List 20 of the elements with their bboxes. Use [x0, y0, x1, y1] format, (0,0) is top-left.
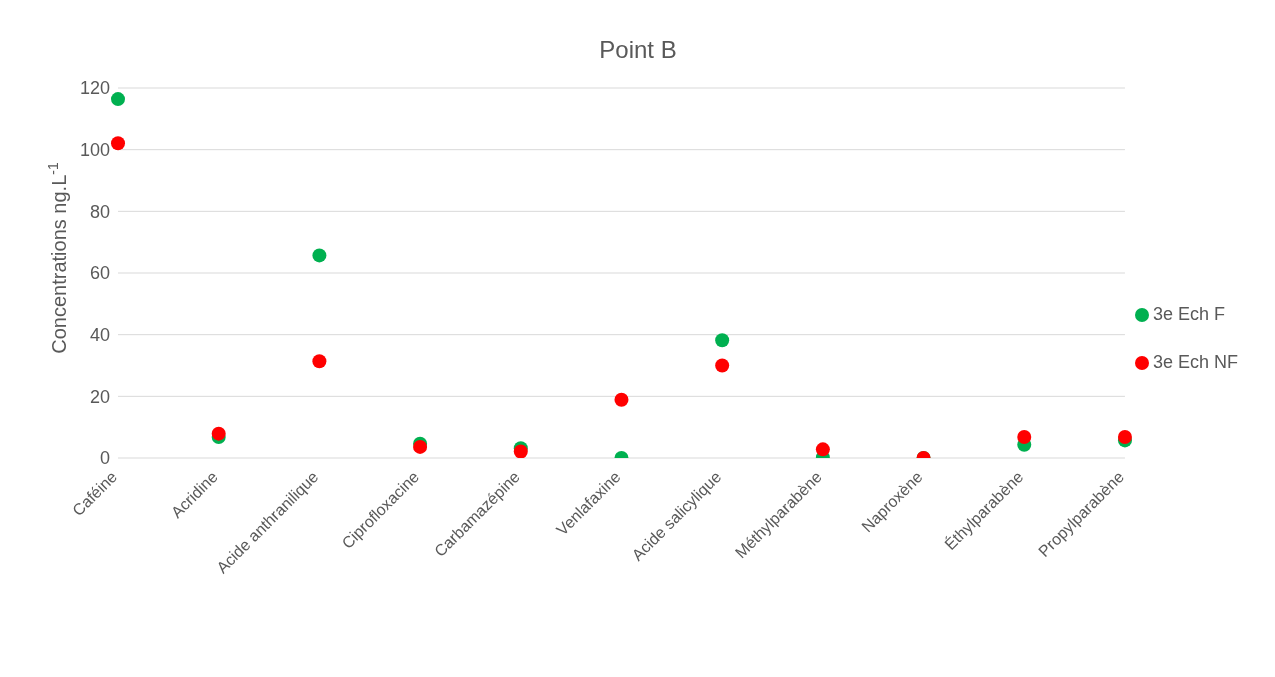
- point: [111, 136, 125, 151]
- y-tick-label: 0: [99, 448, 110, 469]
- legend-label: 3e Ech NF: [1152, 352, 1238, 372]
- point: [815, 442, 830, 457]
- point: [111, 92, 125, 107]
- point: [312, 354, 327, 369]
- y-tick-label: 120: [79, 78, 110, 99]
- y-tick-label: 60: [89, 263, 110, 284]
- legend-label: 3e Ech F: [1152, 304, 1225, 324]
- point: [1017, 430, 1032, 445]
- point: [715, 333, 730, 348]
- chart-title: Point B: [598, 36, 678, 64]
- y-tick-label: 80: [89, 201, 110, 222]
- point: [715, 358, 730, 373]
- point: [312, 248, 327, 263]
- point: [614, 392, 629, 407]
- y-tick-label: 100: [79, 140, 110, 161]
- point: [211, 426, 226, 441]
- y-tick-label: 40: [89, 325, 110, 346]
- y-tick-label: 20: [89, 386, 110, 407]
